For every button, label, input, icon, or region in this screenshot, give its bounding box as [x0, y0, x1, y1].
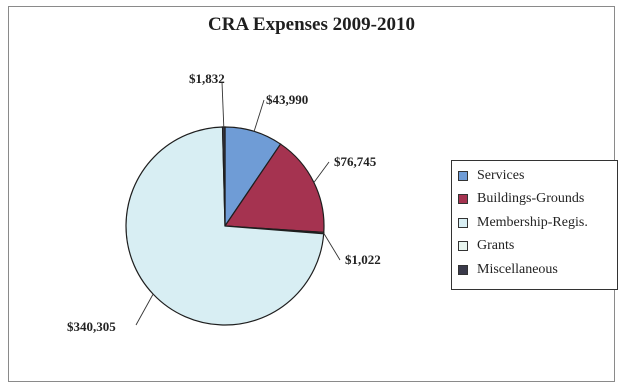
- chart-title: CRA Expenses 2009-2010: [208, 14, 415, 35]
- legend-item-buildings-grounds: Buildings-Grounds: [458, 188, 617, 212]
- value-label-membership-regis: $340,305: [67, 319, 116, 334]
- value-label-miscellaneous: $1,832: [189, 71, 225, 86]
- leader-line-services: [253, 99, 265, 132]
- legend-swatch-grants: [458, 241, 468, 252]
- value-label-buildings-grounds: $76,745: [334, 154, 377, 169]
- legend-swatch-buildings-grounds: [458, 194, 468, 205]
- legend: Services Buildings-Grounds Membership-Re…: [451, 160, 618, 290]
- legend-swatch-membership-regis: [458, 217, 468, 228]
- pie-slice-miscellaneous: [221, 126, 226, 227]
- legend-label-miscellaneous: Miscellaneous: [477, 261, 558, 277]
- pie-slice-membership-regis: [125, 126, 325, 326]
- pie-slices: [125, 126, 325, 326]
- pie-value-labels: $43,990 $76,745 $1,022 $340,305 $1,832: [67, 71, 381, 334]
- legend-item-miscellaneous: Miscellaneous: [458, 258, 617, 282]
- value-label-services: $43,990: [266, 92, 308, 107]
- legend-label-services: Services: [477, 167, 525, 183]
- legend-swatch-services: [458, 170, 468, 181]
- legend-item-grants: Grants: [458, 235, 617, 259]
- legend-label-membership-regis: Membership-Regis.: [477, 214, 588, 230]
- legend-item-services: Services: [458, 164, 617, 188]
- legend-label-grants: Grants: [477, 238, 515, 254]
- value-label-grants: $1,022: [345, 252, 381, 267]
- leader-line-membership-regis: [135, 293, 154, 326]
- legend-item-membership-regis: Membership-Regis.: [458, 211, 617, 235]
- legend-label-buildings-grounds: Buildings-Grounds: [477, 191, 585, 207]
- pie-slice-buildings-grounds: [223, 143, 325, 234]
- leader-line-grants: [323, 232, 341, 261]
- leader-line-buildings-grounds: [313, 161, 330, 183]
- legend-swatch-miscellaneous: [458, 264, 468, 275]
- leader-line-miscellaneous: [221, 81, 225, 128]
